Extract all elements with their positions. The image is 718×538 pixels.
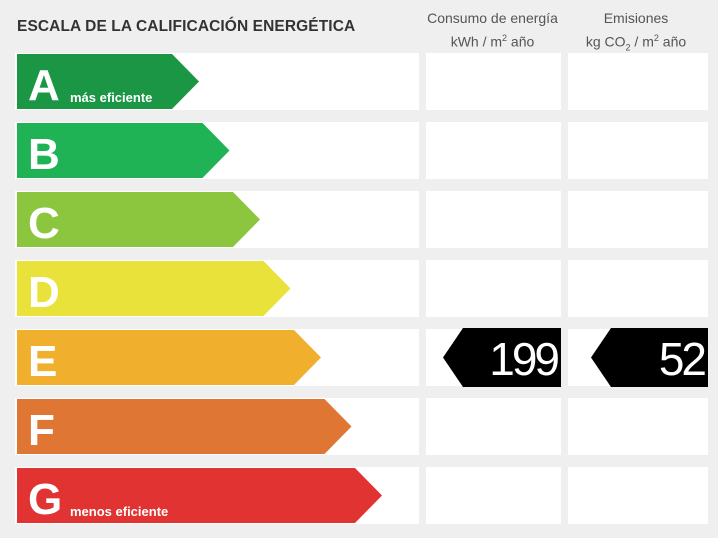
rating-letter-f: F (28, 406, 55, 455)
rating-bar-e (17, 330, 321, 385)
rating-letter-c: C (28, 199, 60, 248)
rating-bar-g (17, 468, 382, 523)
rating-bar-b (17, 123, 230, 178)
rating-letter-d: D (28, 268, 60, 317)
rating-bar-d (17, 261, 291, 316)
rating-letter-a: A (28, 61, 60, 110)
emissions-header-unit: kg CO2 / m2 año (585, 33, 687, 53)
energy-cell (426, 398, 561, 455)
emissions-header-line1: Emisiones (603, 10, 669, 26)
emissions-cell (568, 260, 708, 317)
emissions-marker (591, 328, 708, 387)
rating-letter-e: E (28, 337, 57, 386)
rating-sublabel: menos eficiente (70, 504, 168, 519)
rating-bar-f (17, 399, 352, 454)
energy-column-header: Consumo de energía kWh / m2 año (420, 8, 565, 52)
emissions-column-header: Emisiones kg CO2 / m2 año (565, 8, 707, 57)
rating-sublabel: más eficiente (70, 90, 152, 105)
energy-consumption-value: 199 (489, 333, 558, 385)
energy-cell (426, 53, 561, 110)
chart-title: ESCALA DE LA CALIFICACIÓN ENERGÉTICA (17, 18, 356, 35)
energy-cell (426, 191, 561, 248)
emissions-cell (568, 467, 708, 524)
energy-header-line1: Consumo de energía (427, 10, 558, 26)
emissions-cell (568, 191, 708, 248)
energy-cell (426, 260, 561, 317)
emissions-value: 52 (659, 333, 706, 385)
rating-bar-a (17, 54, 199, 109)
emissions-cell (568, 53, 708, 110)
energy-header-unit: kWh / m2 año (450, 33, 535, 50)
rating-letter-g: G (28, 475, 62, 524)
rating-bar-c (17, 192, 260, 247)
energy-cell (426, 122, 561, 179)
emissions-cell (568, 122, 708, 179)
emissions-cell (568, 398, 708, 455)
energy-consumption-marker (443, 328, 561, 387)
rating-letter-b: B (28, 130, 60, 179)
energy-cell (426, 467, 561, 524)
